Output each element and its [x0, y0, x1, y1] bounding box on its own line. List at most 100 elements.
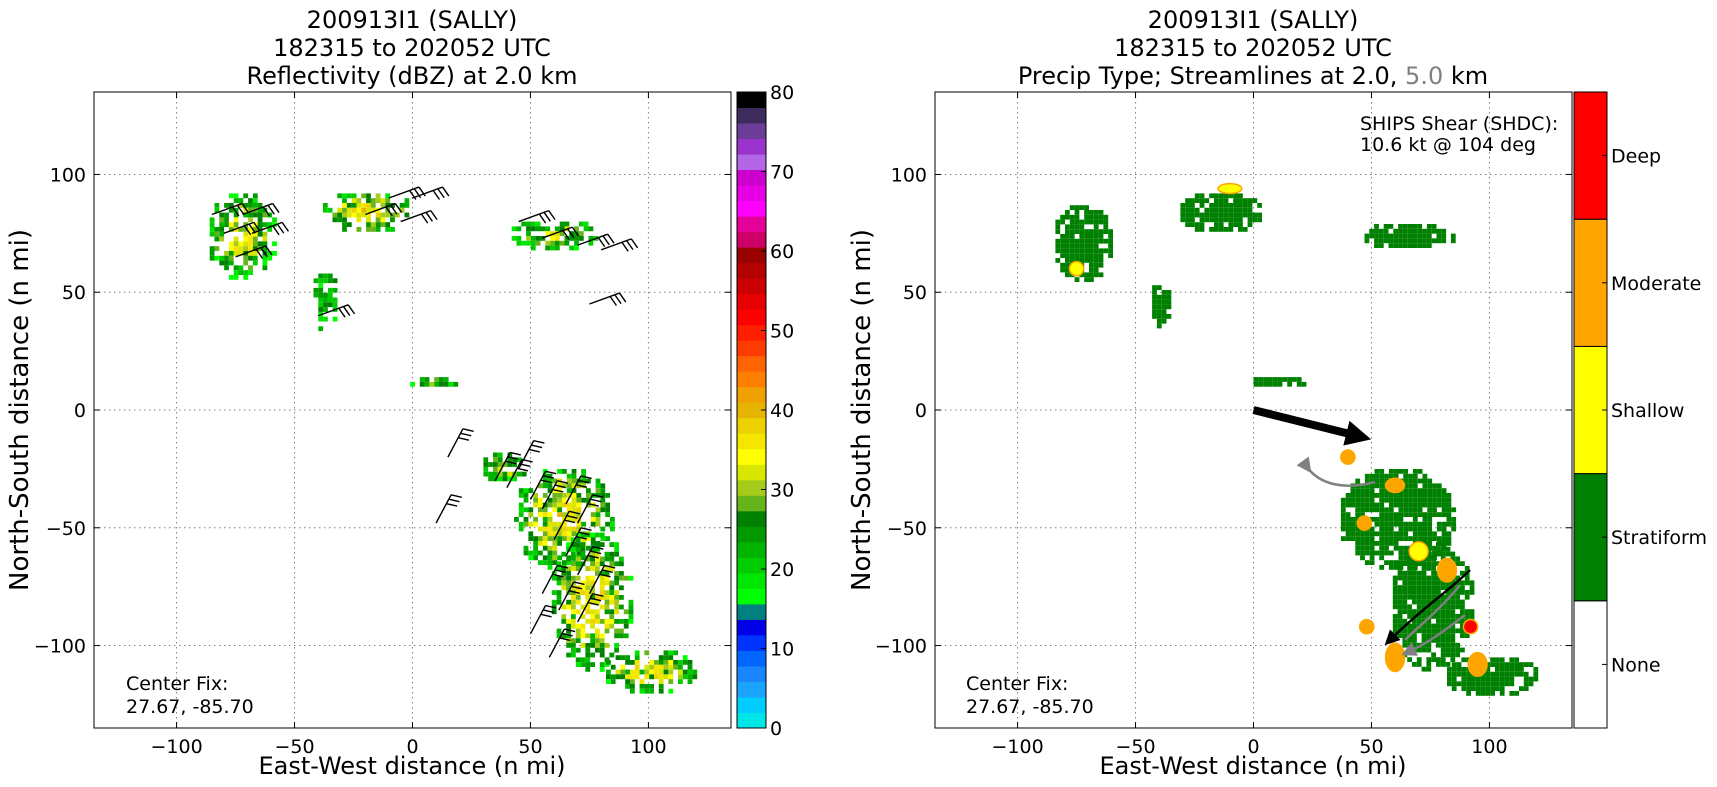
echo-pixel — [327, 207, 333, 213]
echo-pixel — [595, 628, 600, 634]
wind-barb — [412, 186, 450, 200]
echo-pixel — [604, 590, 610, 595]
echo-pixel — [571, 614, 576, 619]
echo-pixel — [605, 502, 610, 508]
echo-pixel — [380, 212, 386, 218]
echo-pixel — [557, 541, 562, 546]
reflectivity-ytick-label: 50 — [62, 282, 86, 304]
echo-pixel — [332, 302, 338, 308]
reflectivity-ytick-label: 0 — [74, 400, 86, 422]
echo-pixel — [586, 493, 591, 498]
echo-pixel — [214, 207, 220, 213]
echo-pixel — [585, 662, 591, 667]
colorbar-swatch — [737, 572, 766, 589]
echo-pixel — [599, 604, 605, 610]
right-center-fix-value: 27.67, -85.70 — [966, 696, 1094, 718]
precip-region-deep — [1462, 618, 1479, 635]
colorbar-swatch — [737, 386, 766, 403]
echo-pixel — [366, 212, 371, 218]
echo-pixel — [575, 595, 581, 600]
echo-pixel — [575, 542, 581, 547]
echo-pixel — [588, 236, 594, 241]
echo-pixel — [562, 536, 567, 541]
echo-pixel — [580, 532, 586, 538]
echo-pixel — [668, 664, 674, 670]
echo-pixel — [533, 536, 538, 541]
echo-pixel — [564, 236, 570, 241]
echo-pixel — [219, 212, 225, 218]
right-ylabel: North-South distance (n mi) — [847, 229, 877, 591]
echo-region — [313, 273, 338, 332]
echo-pixel — [542, 507, 548, 513]
echo-pixel — [569, 245, 575, 251]
wind-barb — [518, 209, 556, 224]
echo-pixel — [692, 674, 698, 680]
echo-pixel — [556, 561, 562, 567]
echo-pixel — [502, 476, 508, 482]
wind-barb — [565, 527, 592, 557]
echo-pixel — [580, 662, 586, 667]
echo-pixel — [224, 212, 229, 218]
echo-pixel — [609, 595, 615, 600]
echo-pixel — [595, 547, 600, 552]
echo-pixel — [585, 633, 591, 639]
echo-pixel — [552, 493, 558, 498]
precip-grid — [935, 92, 1572, 728]
echo-pixel — [530, 236, 536, 241]
echo-pixel — [619, 585, 624, 591]
echo-pixel — [556, 566, 562, 571]
colorbar-swatch — [737, 510, 766, 527]
echo-pixel — [614, 551, 619, 557]
left-title-line3: Reflectivity (dBZ) at 2.0 km — [247, 62, 578, 90]
colorbar-swatch — [737, 107, 766, 124]
echo-pixel — [257, 222, 263, 227]
echo-pixel — [604, 628, 610, 634]
echo-pixel — [557, 531, 562, 537]
echo-pixel — [518, 526, 524, 532]
echo-pixel — [547, 497, 553, 503]
echo-pixel — [318, 302, 324, 308]
echo-pixel — [614, 599, 619, 605]
echo-pixel — [547, 545, 553, 551]
echo-pixel — [361, 207, 367, 213]
echo-pixel — [623, 623, 629, 629]
echo-pixel — [262, 241, 268, 247]
echo-pixel — [530, 245, 536, 251]
colorbar-swatch — [737, 231, 766, 248]
echo-pixel — [614, 647, 619, 653]
echo-pixel — [590, 580, 595, 586]
echo-pixel — [322, 207, 328, 213]
echo-pixel — [609, 590, 615, 595]
echo-pixel — [327, 278, 333, 284]
echo-pixel — [262, 212, 268, 218]
echo-pixel — [639, 688, 645, 694]
echo-pixel — [580, 547, 586, 552]
echo-pixel — [538, 483, 543, 489]
echo-pixel — [502, 471, 508, 477]
echo-pixel — [366, 203, 371, 208]
echo-pixel — [663, 660, 669, 665]
echo-pixel — [366, 222, 371, 227]
echo-pixel — [590, 623, 595, 629]
echo-pixel — [578, 231, 584, 236]
echo-pixel — [590, 614, 595, 619]
echo-pixel — [493, 462, 498, 467]
echo-pixel — [551, 599, 557, 605]
echo-pixel — [585, 609, 591, 615]
echo-pixel — [380, 217, 386, 223]
echo-pixel — [528, 555, 534, 561]
echo-pixel — [606, 669, 611, 675]
echo-pixel — [599, 556, 605, 562]
echo-pixel — [497, 462, 503, 467]
echo-pixel — [649, 660, 654, 665]
echo-pixel — [644, 664, 650, 670]
echo-pixel — [209, 246, 215, 251]
echo-pixel — [566, 619, 571, 624]
echo-pixel — [604, 556, 610, 562]
colorbar-swatch — [737, 665, 766, 682]
echo-pixel — [545, 226, 551, 232]
echo-pixel — [595, 542, 600, 547]
echo-pixel — [564, 221, 570, 227]
echo-pixel — [257, 207, 263, 213]
echo-pixel — [342, 203, 347, 208]
